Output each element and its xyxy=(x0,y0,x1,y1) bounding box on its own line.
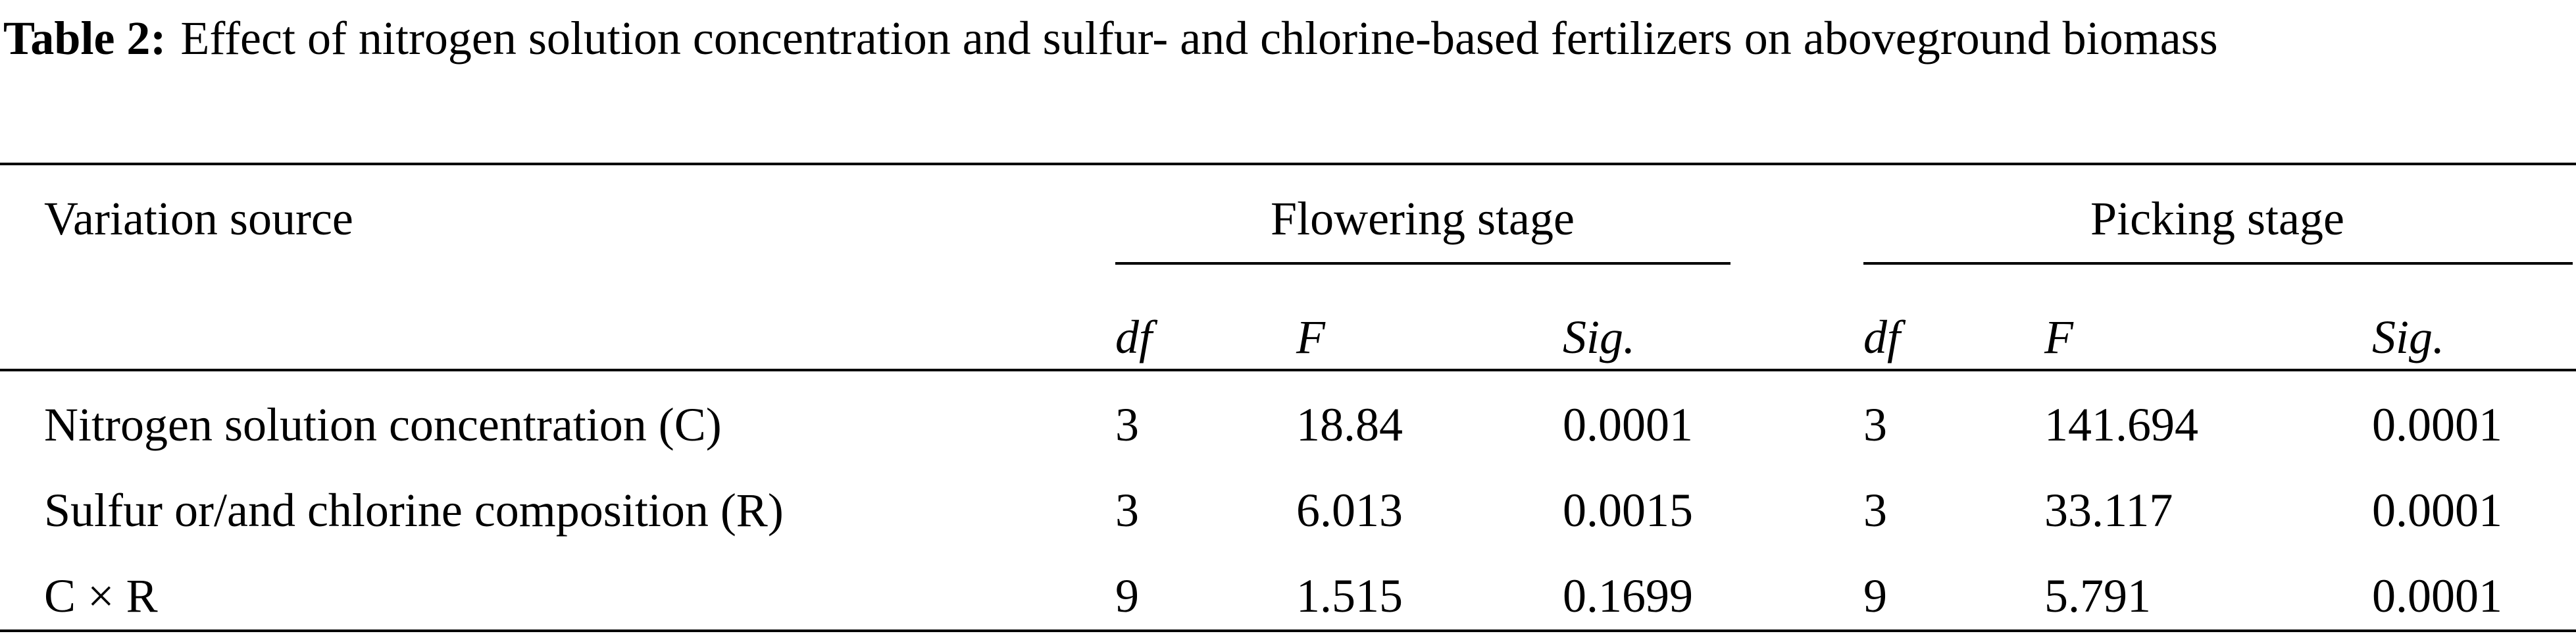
cell: 0.0001 xyxy=(2372,570,2502,622)
column-header: Variation source xyxy=(44,192,353,245)
group-header: Picking stage xyxy=(2090,192,2344,245)
cell: 3 xyxy=(1863,398,1887,451)
cell: 3 xyxy=(1115,484,1139,537)
cell: 0.0001 xyxy=(1563,398,1693,451)
bottom-rule xyxy=(0,629,2576,632)
caption-text: Effect of nitrogen solution concentratio… xyxy=(180,12,2218,65)
row-label: Sulfur or/and chlorine composition (R) xyxy=(44,484,784,537)
cell: 18.84 xyxy=(1296,398,1403,451)
top-rule xyxy=(0,163,2576,165)
sub-header: Sig. xyxy=(1563,311,1636,363)
cell: 0.1699 xyxy=(1563,570,1693,622)
header-rule xyxy=(0,369,2576,371)
cell: 0.0015 xyxy=(1563,484,1693,537)
sub-header: F xyxy=(1296,311,1325,363)
cell: 6.013 xyxy=(1296,484,1403,537)
row-label: Nitrogen solution concentration (C) xyxy=(44,398,722,451)
row-label: C × R xyxy=(44,570,158,622)
caption-label: Table 2: xyxy=(3,12,166,65)
sub-header: df xyxy=(1863,311,1901,363)
group-rule xyxy=(1863,262,2573,265)
cell: 3 xyxy=(1863,484,1887,537)
cell: 141.694 xyxy=(2044,398,2198,451)
group-header: Flowering stage xyxy=(1271,192,1575,245)
cell: 9 xyxy=(1863,570,1887,622)
caption: Table 2: Effect of nitrogen solution conc… xyxy=(3,5,2569,71)
cell: 9 xyxy=(1115,570,1139,622)
group-rule xyxy=(1115,262,1730,265)
sub-header: F xyxy=(2044,311,2073,363)
sub-header: df xyxy=(1115,311,1153,363)
cell: 0.0001 xyxy=(2372,398,2502,451)
cell: 3 xyxy=(1115,398,1139,451)
cell: 5.791 xyxy=(2044,570,2151,622)
cell: 0.0001 xyxy=(2372,484,2502,537)
sub-header: Sig. xyxy=(2372,311,2445,363)
cell: 33.117 xyxy=(2044,484,2173,537)
cell: 1.515 xyxy=(1296,570,1403,622)
